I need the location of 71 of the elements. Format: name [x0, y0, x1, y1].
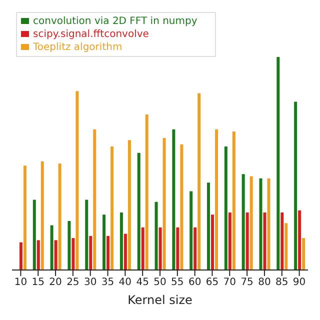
- x-tick-label: 65: [206, 277, 219, 288]
- x-tick-label: 55: [171, 277, 184, 288]
- bar: [72, 238, 75, 270]
- bar: [58, 164, 62, 270]
- bar: [102, 214, 106, 270]
- bar: [215, 129, 218, 270]
- bar: [242, 174, 245, 270]
- bar: [158, 227, 162, 270]
- x-tick-label: 15: [32, 277, 44, 288]
- bar: [190, 191, 193, 270]
- bar: [93, 129, 96, 270]
- x-tick-label: 90: [292, 277, 306, 288]
- bar: [211, 214, 214, 270]
- legend-label: convolution via 2D FFT in numpy: [33, 16, 198, 27]
- bar: [228, 212, 232, 270]
- bar: [68, 221, 71, 270]
- x-tick-label: 80: [258, 277, 271, 288]
- bar: [302, 238, 306, 270]
- bar: [267, 178, 270, 270]
- bar: [85, 200, 88, 270]
- bar: [40, 161, 44, 270]
- x-tick-label: 40: [118, 277, 132, 288]
- bar: [298, 210, 302, 270]
- bar: [198, 93, 201, 270]
- bar: [194, 227, 197, 270]
- bar: [250, 176, 253, 270]
- bar: [137, 152, 140, 270]
- bar: [54, 240, 58, 270]
- x-tick-label: 85: [276, 277, 288, 288]
- bar: [154, 202, 158, 270]
- bar: [162, 138, 166, 270]
- bar: [284, 223, 288, 270]
- bar: [32, 200, 36, 270]
- bar: [19, 242, 22, 270]
- bar: [176, 227, 180, 270]
- bar: [276, 57, 280, 270]
- bar: [224, 146, 228, 270]
- legend-label: scipy.signal.fftconvolve: [33, 29, 149, 40]
- x-tick-label: 30: [84, 277, 97, 288]
- bar: [23, 166, 26, 270]
- bar: [180, 144, 184, 270]
- bar: [141, 227, 144, 270]
- bar: [36, 240, 40, 270]
- x-axis-title: Kernel size: [128, 293, 192, 307]
- bar: [128, 140, 131, 270]
- bar: [106, 236, 110, 270]
- bar: [89, 236, 92, 270]
- x-tick-label: 50: [154, 277, 166, 288]
- x-tick-label: 60: [188, 277, 202, 288]
- bar: [207, 182, 210, 270]
- bar: [76, 91, 79, 270]
- bar: [294, 102, 298, 270]
- bar: [110, 146, 114, 270]
- bar: [280, 212, 284, 270]
- bar: [259, 178, 262, 270]
- x-tick-label: 35: [101, 277, 114, 288]
- bar: [172, 129, 176, 270]
- bar: [120, 212, 123, 270]
- x-tick-label: 75: [240, 277, 254, 288]
- bar: [145, 114, 148, 270]
- x-tick-label: 25: [66, 277, 80, 288]
- x-tick-label: 45: [136, 277, 149, 288]
- bar: [232, 132, 236, 270]
- x-tick-label: 10: [14, 277, 28, 288]
- bar: [124, 234, 127, 270]
- bar: [263, 212, 266, 270]
- x-tick-label: 20: [49, 277, 62, 288]
- x-tick-label: 70: [223, 277, 236, 288]
- bar: [246, 212, 249, 270]
- bar: [50, 225, 54, 270]
- legend-label: Toeplitz algorithm: [33, 42, 122, 53]
